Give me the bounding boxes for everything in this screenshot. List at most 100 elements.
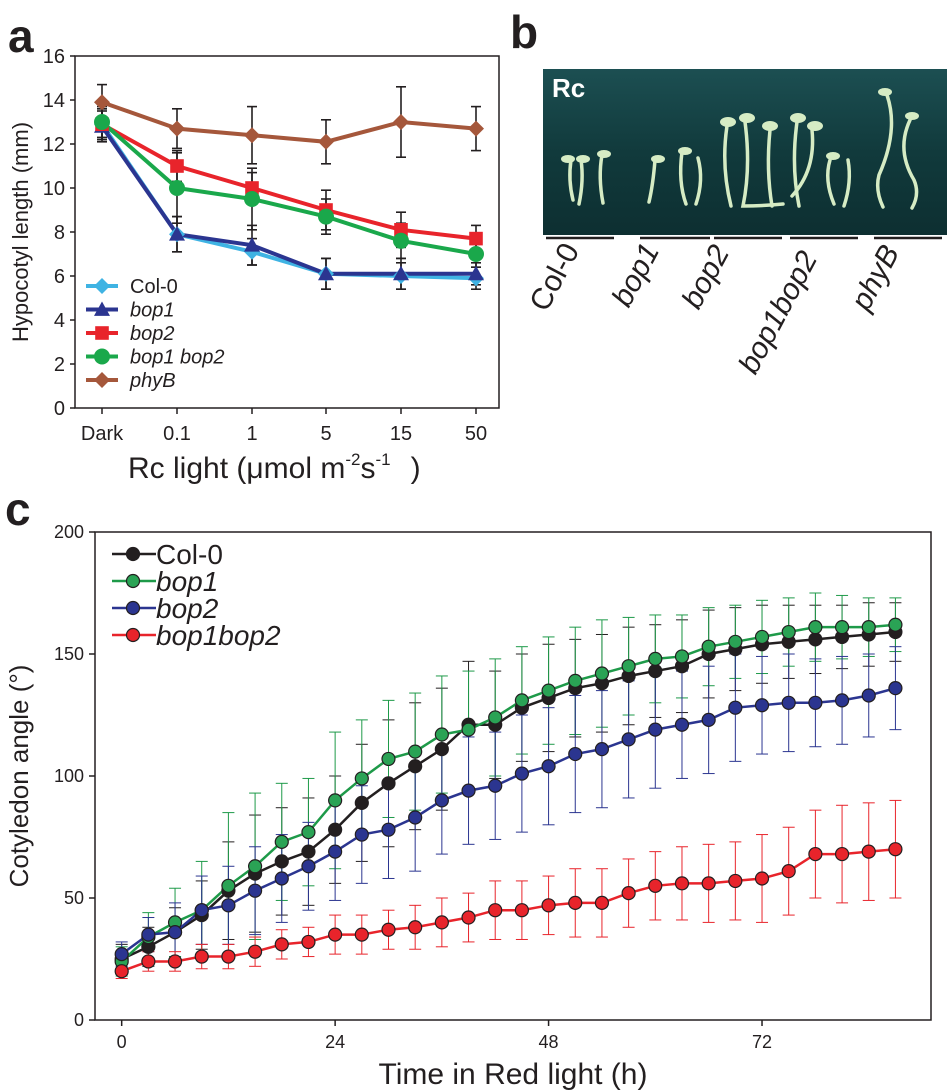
c-data-point (354, 771, 369, 786)
c-data-point (594, 895, 610, 910)
a-legend-marker (94, 348, 110, 365)
c-ytick-label: 50 (64, 888, 84, 908)
a-ytick-label: 8 (54, 222, 65, 244)
c-data-point (888, 617, 903, 632)
c-data-point (754, 871, 770, 886)
c-data-point (621, 659, 636, 674)
a-ytick-label: 4 (54, 310, 65, 332)
c-data-point (648, 663, 663, 679)
c-data-point (488, 903, 503, 918)
genotype-label-3: bop1bop2 (732, 246, 824, 380)
a-data-point (393, 232, 409, 249)
c-data-point (114, 947, 129, 962)
c-data-point (194, 949, 209, 964)
c-data-point (701, 639, 716, 654)
a-legend-label: bop1 bop2 (130, 347, 225, 369)
a-data-point (393, 114, 409, 130)
c-legend-label: bop1 (156, 566, 218, 597)
cotyledon (807, 121, 823, 131)
c-data-point (434, 742, 449, 757)
c-data-point (247, 859, 263, 874)
cotyledon (762, 121, 778, 131)
c-data-point (247, 944, 263, 959)
c-ytick-label: 0 (74, 1010, 84, 1030)
seedling (568, 158, 575, 202)
a-ytick-label: 6 (54, 266, 65, 288)
c-data-point (408, 920, 423, 935)
a-data-point (393, 265, 409, 281)
c-xtick-label: 0 (117, 1032, 127, 1052)
genotype-label-4: phyB (844, 240, 906, 317)
panel-a-xlabel-sup1: -2 (345, 450, 360, 469)
c-ytick-label: 100 (54, 766, 84, 786)
c-data-point (434, 727, 449, 742)
c-data-point (167, 954, 183, 969)
a-legend-marker (94, 301, 110, 316)
a-legend-marker (94, 372, 110, 388)
c-data-point (408, 744, 423, 759)
seedling (902, 118, 919, 210)
c-data-point (514, 766, 529, 781)
cotyledon (826, 152, 840, 160)
a-legend-label: Col-0 (130, 276, 178, 298)
c-data-point (781, 695, 796, 710)
cotyledons (561, 88, 919, 163)
seedling (766, 128, 774, 208)
c-data-point (354, 927, 369, 942)
c-legend-marker (125, 573, 141, 589)
c-data-point (568, 673, 583, 688)
c-data-point (674, 717, 690, 732)
a-ytick-label: 10 (43, 178, 65, 200)
seedling (875, 93, 894, 209)
c-data-point (754, 698, 770, 713)
c-data-point (221, 878, 236, 893)
a-data-point (469, 231, 483, 246)
c-data-point (328, 844, 343, 859)
c-data-point (834, 846, 850, 862)
a-xtick-label: 0.1 (163, 423, 191, 445)
c-data-point (167, 925, 183, 940)
seedling (577, 158, 584, 206)
c-data-point (674, 876, 690, 891)
c-data-point (274, 834, 289, 849)
a-legend-marker (95, 326, 109, 340)
seedling (647, 158, 657, 204)
seedling (740, 120, 785, 208)
c-data-point (247, 883, 263, 898)
genotype-label-1: bop1 (606, 238, 666, 312)
c-data-point (221, 898, 236, 913)
c-data-point (461, 722, 476, 737)
c-data-point (354, 827, 369, 842)
a-data-point (468, 120, 484, 137)
c-data-point (114, 964, 129, 979)
c-data-point (808, 632, 823, 647)
c-data-point (408, 810, 423, 825)
a-data-point (245, 181, 259, 195)
c-data-point (381, 822, 396, 837)
c-data-point (274, 937, 289, 952)
a-legend-label: phyB (129, 370, 176, 392)
c-data-point (328, 793, 343, 808)
c-data-point (381, 776, 396, 791)
c-data-point (834, 620, 850, 635)
panel-b-photo: Rc (523, 69, 947, 379)
a-data-point (468, 265, 484, 281)
c-data-point (621, 732, 636, 747)
c-data-point (354, 795, 369, 810)
c-data-point (861, 620, 876, 635)
c-data-point (754, 629, 770, 645)
c-data-point (781, 624, 796, 640)
panel-c-letter: c (5, 483, 31, 535)
seedlings (568, 93, 919, 210)
c-data-point (728, 873, 743, 889)
a-data-point (318, 208, 334, 225)
c-data-point (461, 783, 476, 798)
genotype-label-0: Col-0 (523, 238, 586, 317)
a-data-point (94, 94, 110, 111)
photo-label-rc: Rc (552, 73, 585, 103)
a-series-line-4 (101, 100, 477, 144)
a-data-point (170, 159, 184, 173)
c-data-point (514, 693, 529, 708)
seedling (792, 120, 801, 208)
